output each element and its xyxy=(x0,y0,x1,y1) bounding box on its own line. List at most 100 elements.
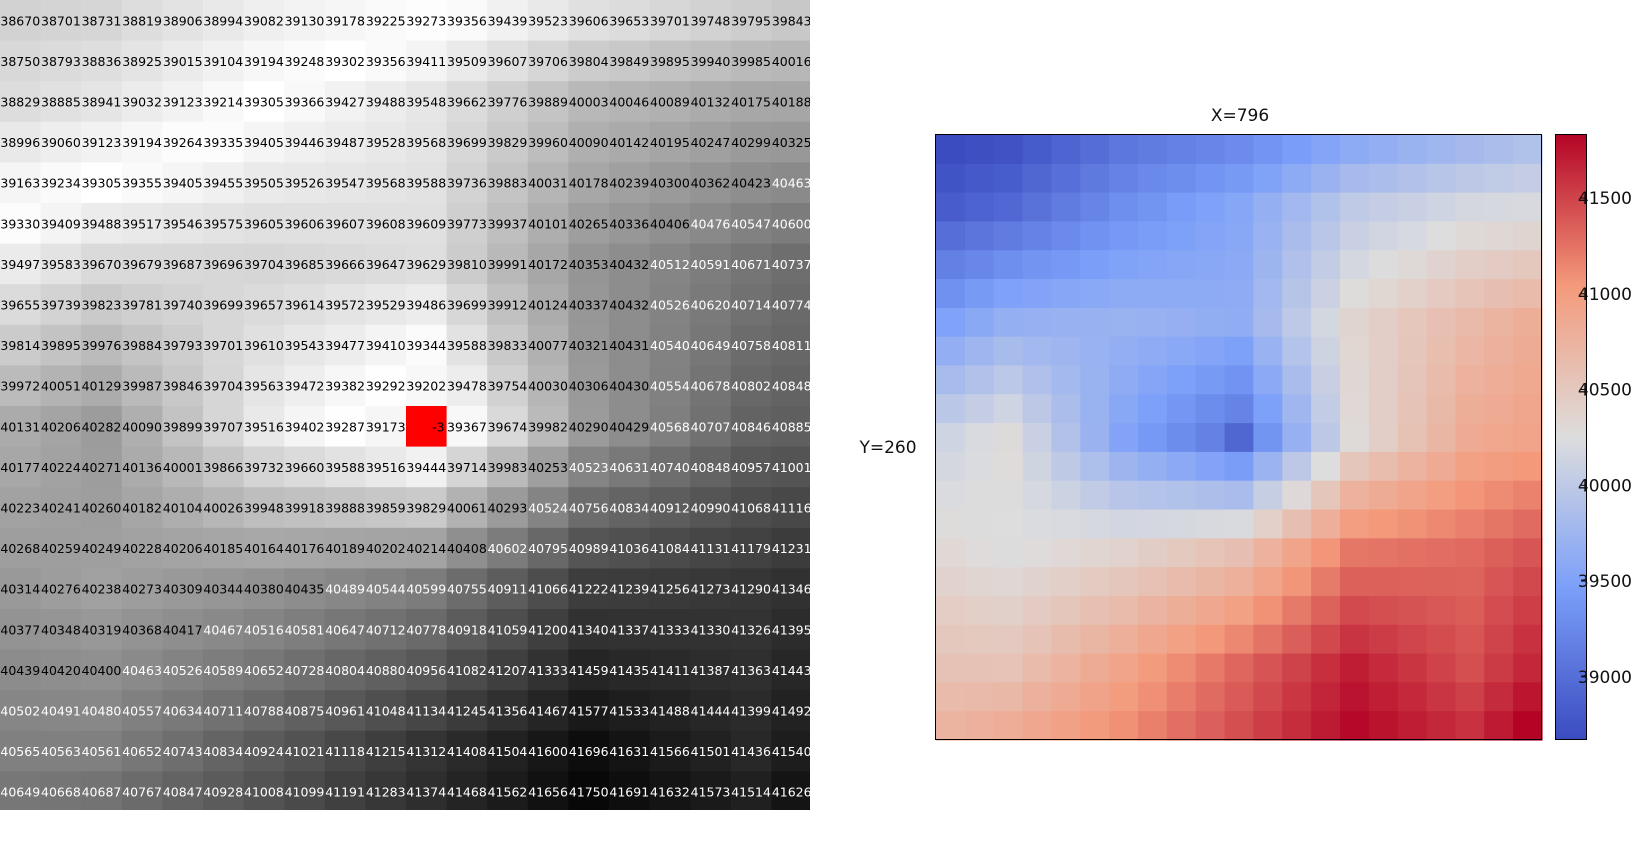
grid-cell xyxy=(162,690,204,732)
heatmap-cell xyxy=(1426,682,1457,712)
grid-cell-value: 41290 xyxy=(731,582,771,597)
grid-cell xyxy=(609,649,651,691)
heatmap-cell xyxy=(1080,163,1110,194)
grid-cell-value: 39477 xyxy=(325,338,365,353)
grid-cell xyxy=(487,771,529,810)
grid-cell xyxy=(568,690,610,732)
grid-cell-value: 39356 xyxy=(447,13,487,28)
grid-cell-value: 38925 xyxy=(122,54,162,69)
heatmap-cell xyxy=(1166,135,1197,165)
heatmap-cell xyxy=(1513,624,1543,655)
grid-cell-value: 40774 xyxy=(772,298,810,313)
grid-cell xyxy=(771,121,810,163)
grid-cell-value: 38793 xyxy=(41,54,81,69)
grid-cell-value: 40687 xyxy=(82,785,122,800)
grid-cell-value: 40547 xyxy=(731,216,771,231)
grid-cell-value: 39225 xyxy=(366,13,406,28)
heatmap-cell xyxy=(1051,307,1081,338)
grid-cell xyxy=(527,649,569,691)
grid-cell-value: 40300 xyxy=(650,176,690,191)
grid-cell xyxy=(446,406,488,448)
grid-cell-value: 40778 xyxy=(406,622,446,637)
grid-cell xyxy=(730,203,772,245)
grid-cell xyxy=(243,609,285,651)
grid-cell xyxy=(243,365,285,407)
heatmap-cell xyxy=(1224,394,1255,424)
grid-cell-value: 39123 xyxy=(82,135,122,150)
heatmap-cell xyxy=(1311,595,1341,626)
grid-cell-value: 40089 xyxy=(650,95,690,110)
heatmap-cell xyxy=(1340,624,1370,655)
grid-cell xyxy=(324,243,366,285)
grid-cell-value: 40195 xyxy=(650,135,690,150)
grid-cell-value: 40649 xyxy=(691,338,731,353)
grid-cell xyxy=(568,446,610,488)
grid-cell xyxy=(527,730,569,772)
grid-cell xyxy=(203,527,245,569)
grid-cell-value: 41068 xyxy=(731,501,771,516)
grid-cell-value: 39543 xyxy=(285,338,325,353)
heatmap-cell xyxy=(1224,163,1255,194)
grid-cell-value: 40430 xyxy=(609,379,649,394)
heatmap-cell xyxy=(1455,423,1485,453)
heatmap-cell xyxy=(1195,423,1226,453)
grid-cell-value: 40223 xyxy=(0,501,40,516)
grid-cell xyxy=(406,649,448,691)
heatmap-cell xyxy=(1224,423,1255,453)
grid-cell xyxy=(162,243,204,285)
heatmap-cell xyxy=(1513,509,1543,539)
grid-cell xyxy=(487,649,529,691)
grid-cell xyxy=(243,730,285,772)
grid-cell-value: 40502 xyxy=(0,704,40,719)
heatmap-cell xyxy=(1282,192,1312,223)
grid-cell xyxy=(81,406,123,448)
heatmap-cell xyxy=(1426,336,1457,367)
grid-cell xyxy=(121,81,163,123)
grid-cell-value: 39292 xyxy=(366,379,406,394)
grid-cell xyxy=(527,690,569,732)
grid-cell-value: 40631 xyxy=(609,460,649,475)
grid-cell xyxy=(365,203,407,245)
heatmap-cell xyxy=(1484,653,1514,683)
heatmap-cell xyxy=(1368,307,1399,338)
grid-cell-value: 40846 xyxy=(731,419,771,434)
grid-cell xyxy=(81,324,123,366)
grid-cell-value: 39781 xyxy=(122,298,162,313)
heatmap-cell xyxy=(1455,711,1485,741)
heatmap-cell xyxy=(1022,423,1053,453)
grid-cell xyxy=(568,609,610,651)
grid-cell-value: 39568 xyxy=(366,176,406,191)
heatmap-cell xyxy=(1426,365,1457,395)
heatmap-cell xyxy=(1051,682,1081,712)
grid-cell xyxy=(487,690,529,732)
grid-cell-value: 40309 xyxy=(163,582,203,597)
grid-cell-value: 40875 xyxy=(285,704,325,719)
grid-cell-value: 39563 xyxy=(244,379,284,394)
grid-cell-value: 40247 xyxy=(691,135,731,150)
heatmap-cell xyxy=(1340,250,1370,280)
grid-cell xyxy=(568,568,610,610)
grid-cell-value: 38750 xyxy=(0,54,40,69)
heatmap-cell xyxy=(1253,595,1283,626)
heatmap-cell xyxy=(936,451,966,482)
heatmap-cell xyxy=(1513,365,1543,395)
grid-cell-value: 41231 xyxy=(772,541,810,556)
grid-cell xyxy=(243,121,285,163)
heatmap-cell xyxy=(1109,567,1139,597)
grid-cell-value: 40377 xyxy=(0,622,40,637)
grid-cell-value: 40290 xyxy=(569,419,609,434)
grid-cell-value: 40432 xyxy=(609,298,649,313)
heatmap-cell xyxy=(1109,279,1139,309)
heatmap-cell xyxy=(1051,567,1081,597)
grid-cell xyxy=(771,771,810,810)
heatmap-cell xyxy=(993,365,1024,395)
grid-cell xyxy=(771,406,810,448)
heatmap-cell xyxy=(1311,509,1341,539)
grid-cell-value: 40804 xyxy=(325,663,365,678)
grid-cell xyxy=(730,324,772,366)
grid-cell xyxy=(690,568,732,610)
grid-cell-value: 39178 xyxy=(325,13,365,28)
grid-cell-value: 39754 xyxy=(488,379,528,394)
grid-cell-value: 40928 xyxy=(203,785,243,800)
grid-cell xyxy=(121,568,163,610)
